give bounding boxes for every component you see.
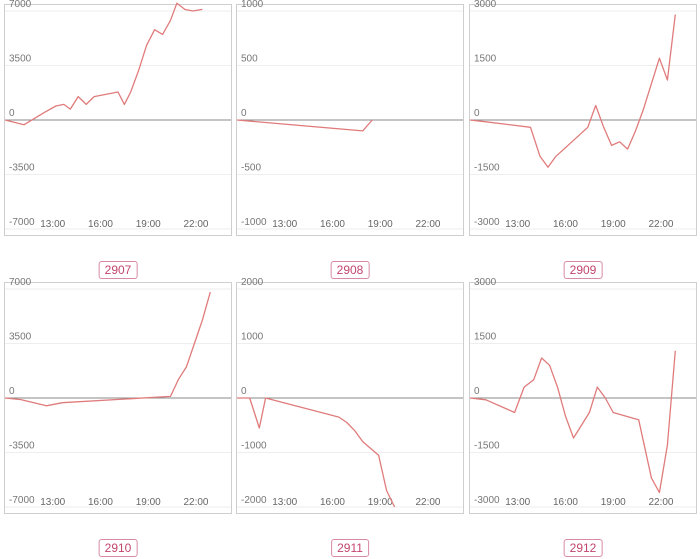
chart-title-badge: 2909 — [563, 261, 603, 279]
y-tick-label: 3000 — [474, 277, 497, 288]
chart-title-badge: 2907 — [98, 261, 138, 279]
y-tick-label: 0 — [241, 108, 247, 119]
x-tick-label: 22:00 — [648, 497, 673, 508]
chart-frame: 3000 1500 0 -1500 -3000 13:00 16:00 19:00 22:00 — [469, 277, 697, 514]
x-tick-label: 13:00 — [40, 497, 65, 508]
y-tick-label: 0 — [241, 386, 247, 397]
series-line — [237, 397, 396, 508]
chart-frame: 3000 1500 0 -1500 -3000 13:00 16:00 19:00 22:00 — [469, 0, 697, 236]
series-line — [469, 14, 676, 168]
y-tick-label: -1500 — [474, 441, 500, 452]
series-line — [4, 2, 203, 126]
chart-title-badge: 2910 — [98, 539, 138, 557]
series-line — [469, 350, 676, 494]
series-line — [4, 291, 211, 407]
x-tick-label: 16:00 — [553, 497, 578, 508]
y-tick-label: -7000 — [9, 217, 35, 228]
y-tick-label: 500 — [241, 54, 258, 65]
y-tick-label: -1000 — [241, 441, 267, 452]
x-tick-label: 16:00 — [320, 219, 345, 230]
line-chart: 1000 500 0 -500 -1000 13:00 16:00 19:00 22:00 — [236, 0, 463, 230]
x-tick-label: 19:00 — [136, 497, 161, 508]
y-tick-label: 1000 — [241, 0, 264, 10]
y-tick-label: -7000 — [9, 495, 35, 506]
x-tick-label: 16:00 — [88, 497, 113, 508]
y-tick-label: -3000 — [474, 217, 500, 228]
x-tick-label: 22:00 — [183, 219, 208, 230]
y-tick-label: -3500 — [9, 163, 35, 174]
y-tick-label: -3500 — [9, 441, 35, 452]
chart-title-badge: 2912 — [563, 539, 603, 557]
x-tick-label: 19:00 — [601, 219, 626, 230]
y-tick-label: 0 — [474, 386, 480, 397]
y-tick-label: -3000 — [474, 495, 500, 506]
x-tick-label: 16:00 — [320, 497, 345, 508]
line-chart: 2000 1000 0 -1000 -2000 13:00 16:00 19:00 22:00 — [237, 277, 463, 508]
x-tick-label: 13:00 — [505, 497, 530, 508]
y-tick-label: 3000 — [474, 0, 497, 10]
y-tick-label: 1500 — [474, 332, 497, 343]
y-tick-label: -2000 — [241, 495, 267, 506]
y-tick-label: 1500 — [474, 54, 497, 65]
y-tick-label: -1500 — [474, 163, 500, 174]
x-tick-label: 22:00 — [415, 219, 440, 230]
y-tick-label: 2000 — [241, 277, 264, 288]
y-tick-label: 0 — [9, 108, 15, 119]
x-tick-label: 19:00 — [601, 497, 626, 508]
y-tick-label: 3500 — [9, 332, 32, 343]
chart-title-badge: 2911 — [331, 539, 369, 557]
x-tick-label: 22:00 — [183, 497, 208, 508]
x-tick-label: 13:00 — [40, 219, 65, 230]
chart-title-badge: 2908 — [330, 261, 370, 279]
x-tick-label: 13:00 — [272, 219, 297, 230]
x-tick-label: 13:00 — [505, 219, 530, 230]
x-tick-label: 19:00 — [368, 219, 393, 230]
x-tick-label: 22:00 — [415, 497, 440, 508]
chart-frame: 1000 500 0 -500 -1000 13:00 16:00 19:00 22:00 — [236, 0, 464, 236]
chart-frame: 7000 3500 0 -3500 -7000 13:00 16:00 19:00 22:00 — [4, 0, 232, 236]
chart-frame: 2000 1000 0 -1000 -2000 13:00 16:00 19:00 22:00 — [236, 277, 464, 514]
x-tick-label: 13:00 — [272, 497, 297, 508]
y-tick-label: 7000 — [9, 0, 32, 10]
y-tick-label: -500 — [241, 163, 261, 174]
y-tick-label: 1000 — [241, 332, 264, 343]
y-tick-label: 7000 — [9, 277, 32, 288]
x-tick-label: 16:00 — [553, 219, 578, 230]
line-chart: 7000 3500 0 -3500 -7000 13:00 16:00 19:00 22:00 — [4, 0, 231, 230]
line-chart: 3000 1500 0 -1500 -3000 13:00 16:00 19:00 22:00 — [469, 277, 696, 508]
x-tick-label: 19:00 — [136, 219, 161, 230]
line-chart: 7000 3500 0 -3500 -7000 13:00 16:00 19:00 22:00 — [4, 277, 231, 508]
x-tick-label: 16:00 — [88, 219, 113, 230]
y-tick-label: -1000 — [241, 217, 267, 228]
x-tick-label: 22:00 — [648, 219, 673, 230]
chart-frame: 7000 3500 0 -3500 -7000 13:00 16:00 19:00 22:00 — [4, 277, 232, 514]
x-tick-label: 19:00 — [368, 497, 393, 508]
y-tick-label: 0 — [474, 108, 480, 119]
y-tick-label: 0 — [9, 386, 15, 397]
line-chart: 3000 1500 0 -1500 -3000 13:00 16:00 19:00 22:00 — [469, 0, 696, 230]
y-tick-label: 3500 — [9, 54, 32, 65]
series-line — [236, 119, 373, 132]
